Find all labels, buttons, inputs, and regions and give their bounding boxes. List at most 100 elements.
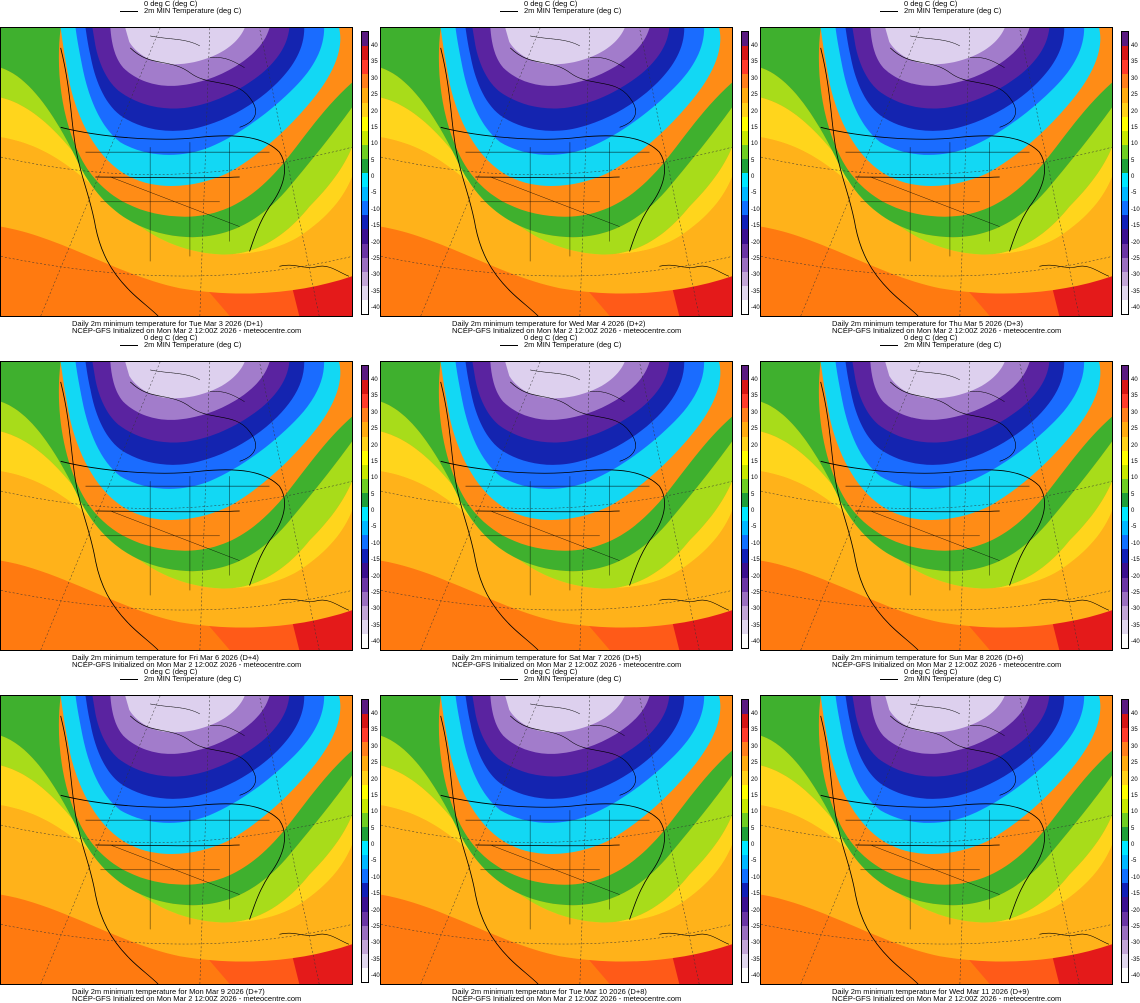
colorbar-tick-label: 5 [1131,825,1135,832]
colorbar-segment [362,478,368,494]
colorbar-tick-label: 0 [1131,508,1135,514]
colorbar-tick-label: 10 [751,141,758,148]
colorbar-tick-label: 25 [751,426,758,433]
colorbar-tick-label: -40 [371,639,380,645]
colorbar-segment [742,521,748,536]
colorbar-tick-label: -25 [1131,255,1140,262]
colorbar-segment [742,700,748,715]
colorbar-tick-label: -25 [371,589,380,596]
colorbar-segment [742,257,748,273]
colorbar-segment [742,422,748,437]
colorbar-tick-label: 30 [751,743,758,750]
colorbar-segment [1122,201,1128,216]
colorbar-segment [742,436,748,452]
colorbar-segment [362,784,368,800]
colorbar-tick-label: -15 [371,223,380,230]
colorbar-segment [742,633,748,649]
map-title: Daily 2m minimum temperature for Fri Mar… [72,653,259,662]
colorbar-tick-label: 5 [371,157,375,164]
colorbar-tick-label: -30 [371,606,380,613]
colorbar-tick-label: 15 [1131,792,1138,799]
colorbar-segment [362,897,368,912]
colorbar-segment [362,883,368,898]
colorbar-segment [742,869,748,884]
model-init-text: NCEP-GFS Initialized on Mon Mar 2 12:00Z… [452,660,682,669]
colorbar-segment [1122,507,1128,522]
legend-min-temp: 2m MIN Temperature (deg C) [880,341,1001,349]
colorbar-tick-label: -35 [751,956,760,963]
colorbar-segment [742,88,748,103]
colorbar-tick-label: -40 [1131,305,1140,311]
colorbar-segment [1122,577,1128,593]
colorbar-segment [742,450,748,466]
colorbar-segment [742,784,748,800]
legend-zero-line: 0 deg C (deg C) [880,668,957,676]
colorbar-tick-label: -30 [751,940,760,947]
colorbar-tick-label: -25 [371,923,380,930]
colorbar-tick-label: -10 [751,874,760,881]
temperature-map [0,27,353,317]
colorbar [361,31,369,315]
map-legend: 0 deg C (deg C) 2m MIN Temperature (deg C… [760,334,1140,360]
legend-min-temp: 2m MIN Temperature (deg C) [880,7,1001,15]
colorbar-segment [1122,897,1128,912]
colorbar-segment [1122,742,1128,757]
colorbar-segment [742,394,748,409]
colorbar-tick-label: -35 [371,956,380,963]
colorbar-tick-label: -35 [751,288,760,295]
map-legend: 0 deg C (deg C) 2m MIN Temperature (deg C… [380,0,760,26]
colorbar-ticks: 40 35 30 25 20 15 10 5 0 -5 -10 -15 -20 -25 -30 -35 -40 [751,699,765,983]
colorbar-segment [1122,380,1128,395]
legend-min-temp-label: 2m MIN Temperature (deg C) [904,340,1002,349]
map-panel: 0 deg C (deg C) 2m MIN Temperature (deg C… [760,334,1140,669]
colorbar-segment [742,116,748,132]
colorbar-tick-label: 35 [371,393,378,400]
colorbar-tick-label: 5 [751,825,755,832]
colorbar-ticks: 40 35 30 25 20 15 10 5 0 -5 -10 -15 -20 -25 -30 -35 -40 [751,365,765,649]
map-graphic [761,28,1112,316]
colorbar-tick-label: 30 [371,409,378,416]
colorbar-tick-label: -10 [371,206,380,213]
colorbar-tick-label: 35 [751,727,758,734]
colorbar-tick-label: -35 [1131,956,1140,963]
legend-zero-line: 0 deg C (deg C) [500,0,577,8]
legend-swatch-line [120,10,138,12]
colorbar-segment [1122,563,1128,578]
colorbar-segment [1122,130,1128,146]
colorbar-tick-label: 30 [751,75,758,82]
temperature-map [380,27,733,317]
colorbar-tick-label: 35 [1131,727,1138,734]
legend-zero-line: 0 deg C (deg C) [500,668,577,676]
map-title: Daily 2m minimum temperature for Thu Mar… [832,319,1023,328]
colorbar-segment [1122,60,1128,75]
colorbar-tick-label: 5 [371,491,375,498]
colorbar-segment [362,619,368,635]
colorbar-tick-label: -25 [751,589,760,596]
colorbar-segment [1122,605,1128,621]
colorbar-tick-label: -25 [751,923,760,930]
colorbar-segment [1122,855,1128,870]
colorbar-segment [742,591,748,607]
colorbar-segment [362,102,368,118]
colorbar-segment [362,633,368,649]
colorbar-segment [362,911,368,927]
colorbar-segment [362,130,368,146]
colorbar-segment [742,939,748,955]
colorbar-segment [1122,243,1128,259]
legend-min-temp-label: 2m MIN Temperature (deg C) [144,674,242,683]
colorbar-tick-label: 35 [371,59,378,66]
colorbar-tick-label: 0 [751,842,755,848]
model-init-text: NCEP-GFS Initialized on Mon Mar 2 12:00Z… [72,994,302,1003]
colorbar-segment [742,855,748,870]
legend-zero-label: 0 deg C (deg C) [144,0,198,8]
legend-swatch-zero [120,672,138,673]
colorbar-segment [362,394,368,409]
colorbar-segment [742,925,748,941]
map-title: Daily 2m minimum temperature for Sat Mar… [452,653,642,662]
colorbar-tick-label: -40 [371,305,380,311]
map-legend: 0 deg C (deg C) 2m MIN Temperature (deg C… [0,334,380,360]
colorbar-segment [1122,619,1128,635]
colorbar-segment [362,925,368,941]
colorbar-segment [362,422,368,437]
colorbar-segment [742,826,748,842]
